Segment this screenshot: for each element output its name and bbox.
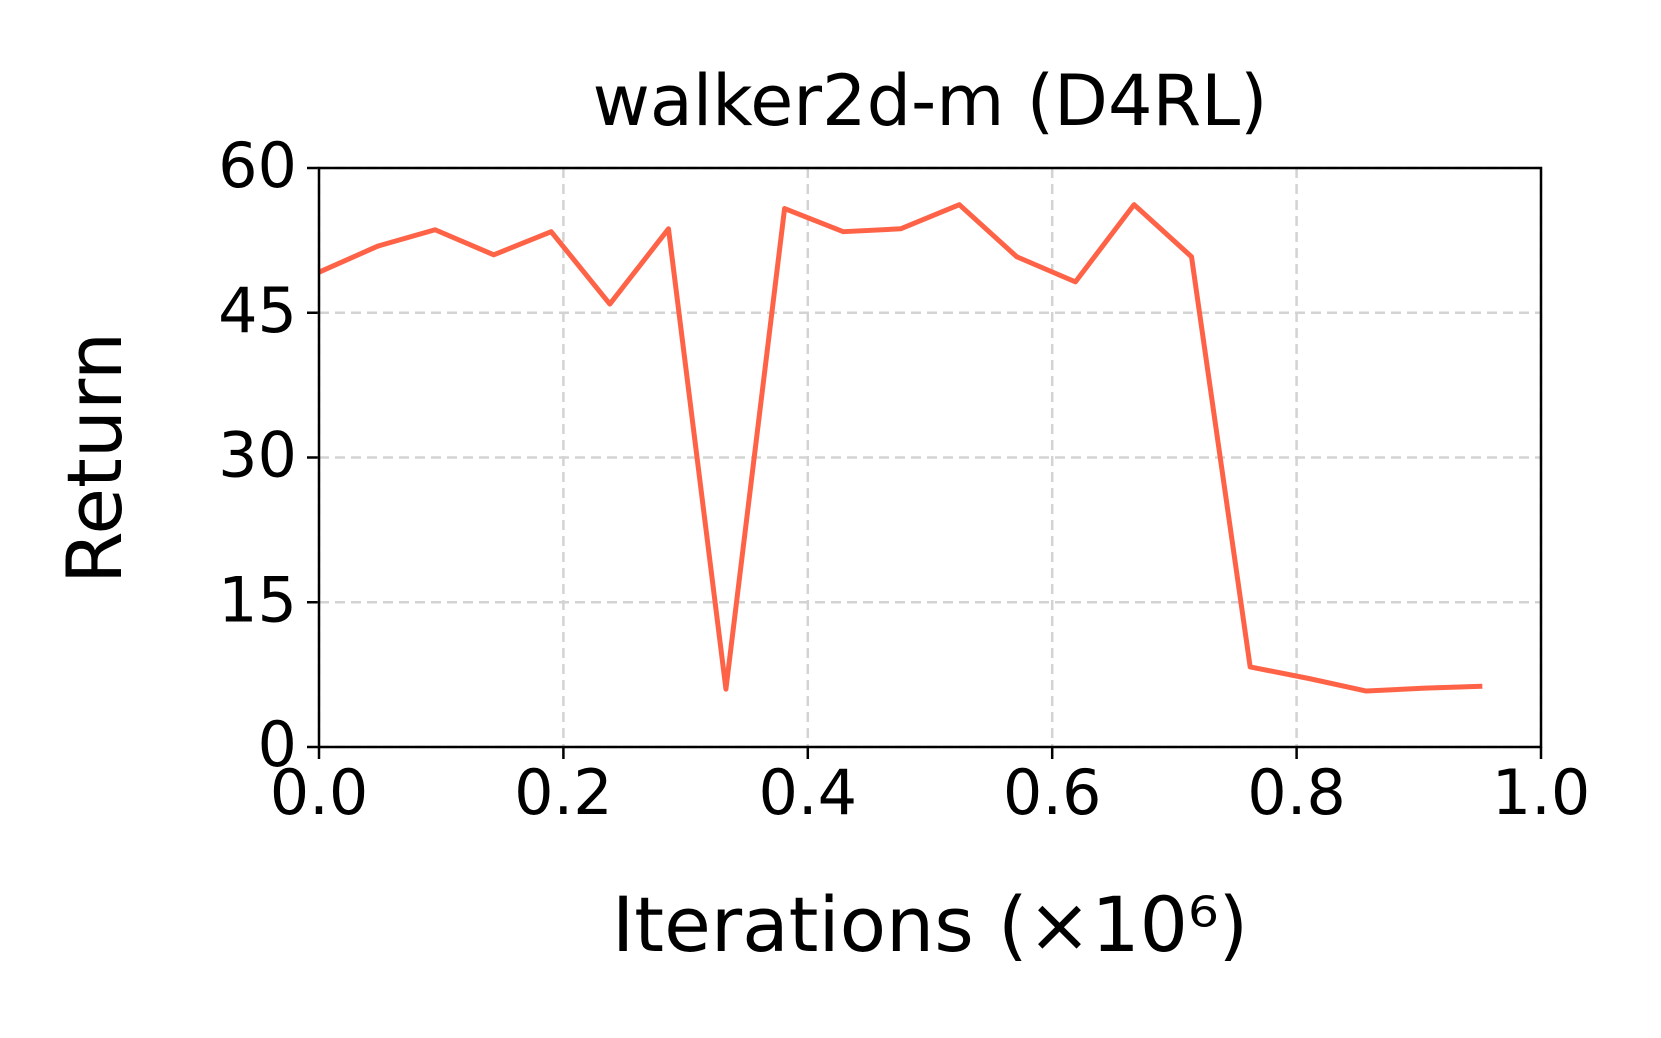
plot-frame: [317, 166, 1543, 749]
x-axis-label: Iterations (×10⁶): [612, 880, 1248, 969]
y-tick-label: 45: [218, 274, 297, 347]
x-tick-label: 0.2: [514, 756, 613, 829]
x-tick-label: 0.8: [1247, 756, 1346, 829]
x-tick-label: 1.0: [1492, 756, 1591, 829]
y-axis-label: Return: [50, 332, 139, 584]
x-tick-label: 0.4: [758, 756, 857, 829]
x-tick-label: 0.0: [270, 756, 369, 829]
data-line: [317, 202, 1483, 694]
y-tick-label: 60: [218, 129, 297, 202]
y-tick-label: 30: [218, 419, 297, 492]
x-tick-label: 0.6: [1003, 756, 1102, 829]
chart-title: walker2d-m (D4RL): [593, 60, 1268, 142]
y-tick-label: 0: [258, 708, 297, 781]
y-tick-label: 15: [218, 563, 297, 636]
